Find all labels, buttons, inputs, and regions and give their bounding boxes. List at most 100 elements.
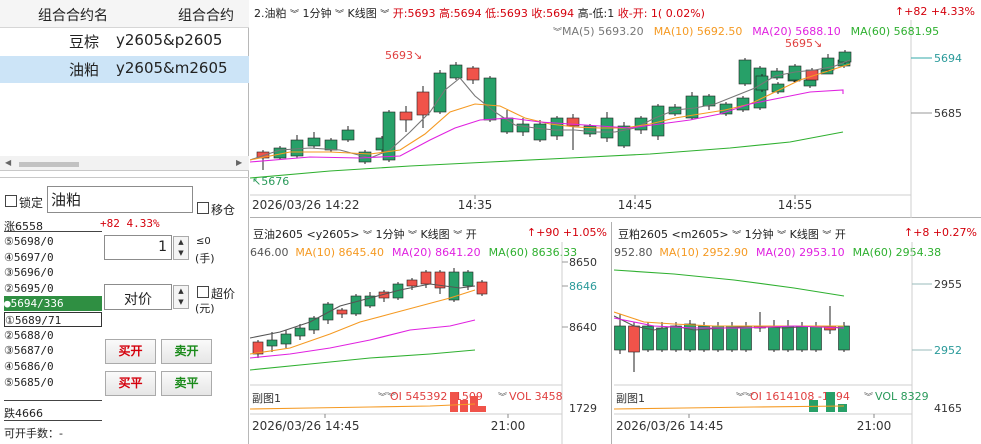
soymeal-kline-panel[interactable]: 豆粕2605 <m2605> ︾ 1分钟 ︾ K线图 ︾ 开 ↑+8 +0.27… xyxy=(614,222,981,444)
limit-up-price: 涨6558 xyxy=(4,220,43,233)
period-dropdown-icon[interactable]: ︾ xyxy=(407,231,417,241)
chart-period[interactable]: 1分钟 xyxy=(375,228,405,241)
soymeal-candle xyxy=(614,325,626,351)
price-tick-label: 8646 xyxy=(569,280,597,293)
bid-level[interactable]: ②5688/0 xyxy=(4,329,54,342)
ask-level[interactable]: ③5696/0 xyxy=(4,266,54,279)
sub-chart-title: 副图1 xyxy=(252,392,281,405)
chevron-up-icon[interactable]: ▲ xyxy=(178,287,184,295)
soyoil-kline-svg[interactable]: 646.00 MA(10) 8645.40 MA(20) 8641.20 MA(60)… xyxy=(250,222,612,444)
price-tick-label: 2952 xyxy=(934,344,962,357)
quantity-stepper[interactable]: ▲ ▼ xyxy=(173,236,189,260)
chevron-up-icon[interactable]: ▲ xyxy=(178,238,184,246)
symbol-input[interactable]: 油粕 xyxy=(47,186,193,213)
soymeal-change: ↑+8 +0.27% xyxy=(903,226,977,239)
horizontal-scrollbar[interactable]: ◀ ▶ xyxy=(0,156,249,171)
period-dropdown-icon[interactable]: ︾ xyxy=(777,231,787,241)
soyoil-kline-panel[interactable]: 豆油2605 <y2605> ︾ 1分钟 ︾ K线图 ︾ 开 ↑+90 +1.0… xyxy=(250,222,612,444)
soyoil-change: ↑+90 +1.05% xyxy=(526,226,607,239)
ma5-line xyxy=(250,283,476,339)
soyoil-candle xyxy=(266,339,278,347)
chevron-down-icon[interactable]: ▼ xyxy=(178,249,184,257)
main-candle xyxy=(449,64,463,79)
chart-period[interactable]: 1分钟 xyxy=(302,7,332,20)
chart-type[interactable]: K线图 xyxy=(420,228,450,241)
scroll-right-icon[interactable]: ▶ xyxy=(236,158,243,167)
header-combo-code[interactable]: 组合合约 xyxy=(178,8,234,24)
bid-level[interactable]: ③5687/0 xyxy=(4,344,54,357)
sub-dropdown-icon: ︾ xyxy=(498,392,507,403)
high-value: 高:5694 xyxy=(438,7,482,20)
ma60-line xyxy=(614,269,845,297)
time-tick-label: 21:00 xyxy=(857,419,892,433)
ask-level[interactable]: ②5695/0 xyxy=(4,282,54,295)
main-candle xyxy=(566,117,580,127)
chart-period[interactable]: 1分钟 xyxy=(744,228,774,241)
low-value: 低:5693 xyxy=(485,7,528,20)
sub-dropdown-icon: ︾ xyxy=(864,392,873,403)
lock-checkbox[interactable] xyxy=(5,195,17,207)
combo-row-selected[interactable]: 油粕 y2605&m2605 xyxy=(0,56,249,83)
buy-open-button[interactable]: 买开 xyxy=(105,339,156,364)
chart-type[interactable]: K线图 xyxy=(347,7,377,20)
time-tick-label: 2026/03/26 14:22 xyxy=(252,198,360,212)
main-kline-panel[interactable]: 2.油粕 ︾ 1分钟 ︾ K线图 ︾ 开:5693 高:5694 低:5693 … xyxy=(250,0,981,218)
ask-level[interactable]: ⑤5698/0 xyxy=(4,235,54,248)
bid-level[interactable]: ⑤5685/0 xyxy=(4,376,54,389)
soymeal-kline-svg[interactable]: 952.80 MA(10) 2952.90 MA(20) 2953.10 MA(60)… xyxy=(614,222,981,444)
soyoil-candle xyxy=(462,271,474,287)
soymeal-candle xyxy=(628,325,640,353)
ask-level[interactable]: ④5697/0 xyxy=(4,251,54,264)
main-candle xyxy=(307,137,321,147)
sell-close-button[interactable]: 卖平 xyxy=(161,371,212,396)
soyoil-candle xyxy=(350,295,362,315)
header-combo-name[interactable]: 组合合约名 xyxy=(38,8,108,24)
chevron-down-icon[interactable]: ▼ xyxy=(178,298,184,306)
ma-legend-item: MA(20) 2953.10 xyxy=(756,246,845,259)
chart-symbol[interactable]: 豆粕2605 <m2605> xyxy=(618,228,729,241)
move-label: 移仓 xyxy=(211,203,236,217)
divider xyxy=(4,400,102,401)
combo-code: y2605&m2605 xyxy=(116,59,228,77)
volume-bar xyxy=(478,406,486,412)
period-dropdown-icon[interactable]: ︾ xyxy=(335,10,345,20)
over-price-checkbox[interactable] xyxy=(197,286,209,298)
soymeal-candle xyxy=(656,327,668,351)
bid-level[interactable]: ④5686/0 xyxy=(4,360,54,373)
main-candle xyxy=(324,139,338,151)
soyoil-candle xyxy=(280,333,292,345)
price-tick-label: 5694 xyxy=(934,52,962,65)
volume-label: VOL 3458 xyxy=(509,390,563,403)
quantity-limit-hint: ≤0 xyxy=(196,236,211,247)
quantity-input[interactable]: 1 xyxy=(104,235,172,260)
price-unit: (元) xyxy=(195,302,215,315)
combo-row[interactable]: 豆棕 y2605&p2605 xyxy=(0,28,249,55)
period-dropdown-icon[interactable]: ︾ xyxy=(290,10,300,20)
main-change: ↑+82 +4.33% xyxy=(894,5,975,18)
chart-type[interactable]: K线图 xyxy=(789,228,819,241)
sell-open-button[interactable]: 卖开 xyxy=(161,339,212,364)
main-kline-svg[interactable]: ︾ MA(5) 5693.20 MA(10) 5692.50 MA(20) 5688.… xyxy=(250,0,981,218)
ma-legend-item: MA(20) 5688.10 xyxy=(752,25,841,38)
price-type-input[interactable]: 对价 xyxy=(104,284,172,310)
symbol-dropdown-icon[interactable]: ︾ xyxy=(732,231,742,241)
scrollbar-thumb[interactable] xyxy=(19,162,79,167)
type-dropdown-icon[interactable]: ︾ xyxy=(453,231,463,241)
move-checkbox[interactable] xyxy=(197,202,209,214)
chart-symbol[interactable]: 豆油2605 <y2605> xyxy=(253,228,360,241)
price-stepper[interactable]: ▲ ▼ xyxy=(173,285,189,309)
main-candle xyxy=(719,103,733,115)
symbol-dropdown-icon[interactable]: ︾ xyxy=(362,231,372,241)
scroll-left-icon[interactable]: ◀ xyxy=(5,158,12,167)
high-low-value: 高-低:1 xyxy=(577,7,615,20)
price-tick-label: 8650 xyxy=(569,256,597,269)
limit-up-change: +82 4.33% xyxy=(100,217,160,230)
type-dropdown-icon[interactable]: ︾ xyxy=(822,231,832,241)
last-price-level[interactable]: ●5694/336 xyxy=(4,296,102,311)
buy-close-button[interactable]: 买平 xyxy=(105,371,156,396)
time-tick-label: 14:55 xyxy=(778,198,813,212)
limit-down-price: 跌4666 xyxy=(4,407,43,420)
type-dropdown-icon[interactable]: ︾ xyxy=(380,10,390,20)
bid-level-1[interactable]: ①5689/71 xyxy=(4,312,102,327)
chart-symbol[interactable]: 2.油粕 xyxy=(254,7,287,20)
